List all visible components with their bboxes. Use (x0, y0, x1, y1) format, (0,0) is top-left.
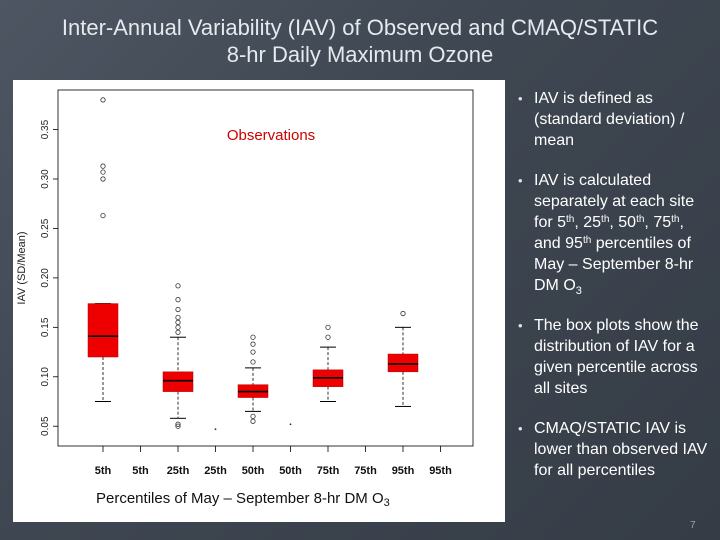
slide-title: Inter-Annual Variability (IAV) of Observ… (0, 14, 720, 68)
x-tick-label: 75th (354, 465, 377, 477)
y-tick-label: 0.15 (40, 317, 51, 337)
x-tick-label: 95th (429, 465, 452, 477)
x-tick-label: 50th (279, 465, 302, 477)
box-iqr (162, 371, 194, 392)
outlier-point (325, 334, 331, 340)
outlier-point (175, 283, 181, 289)
bullet-dot-icon: • (518, 91, 523, 106)
bullet-part: , 25 (574, 214, 602, 231)
box-plot-chart: 0.05 0.10 0.15 0.20 0.25 0.30 0.35 IAV (SD/Mean… (16, 89, 474, 477)
x-axis-caption: Percentiles of May – September 8-hr DM O… (96, 490, 456, 509)
bullet-text: IAV is calculated separately at each sit… (534, 172, 695, 297)
box-plot-panel: 0.05 0.10 0.15 0.20 0.25 0.30 0.35 IAV (SD/Mean… (13, 80, 505, 522)
bullet-item: • CMAQ/STATIC IAV is lower than observed… (512, 418, 712, 481)
outlier-point (175, 306, 181, 313)
x-tick-label: 25th (167, 465, 190, 477)
bullet-text: The box plots show the distribution of I… (534, 317, 699, 397)
outlier-point (100, 176, 106, 182)
y-tick-label: 0.05 (40, 416, 51, 436)
bullet-dot-icon: • (518, 318, 523, 333)
y-tick-label: 0.35 (40, 119, 51, 139)
outlier-point (250, 341, 256, 347)
bullet-item: • The box plots show the distribution of… (512, 315, 712, 399)
y-tick-label: 0.30 (40, 169, 51, 189)
x-tick-label: 50th (242, 465, 265, 477)
bullet-dot-icon: • (518, 421, 523, 436)
outlier-point (250, 413, 256, 419)
box-iqr (387, 353, 419, 373)
outlier-point (175, 297, 181, 303)
bullet-part: , 50 (609, 214, 637, 231)
title-line-2: 8-hr Daily Maximum Ozone (226, 42, 494, 67)
bullet-part: percentiles of May – September 8-hr DM O (534, 235, 694, 294)
outlier-point (100, 212, 106, 219)
x-caption-subscript: 3 (383, 497, 390, 509)
outlier-point (325, 324, 331, 330)
bullet-part: , 75 (644, 214, 672, 231)
plot-frame (57, 89, 474, 447)
bullet-text: CMAQ/STATIC IAV is lower than observed I… (534, 420, 708, 479)
bullet-text: IAV is defined as (standard deviation) /… (534, 90, 685, 149)
bullet-dot-icon: • (518, 173, 523, 188)
bullet-item: • IAV is defined as (standard deviation)… (512, 88, 712, 151)
x-tick-label: 5th (132, 465, 149, 477)
bullet-list: • IAV is defined as (standard deviation)… (512, 88, 712, 500)
y-axis-label: IAV (SD/Mean) (16, 231, 28, 304)
outlier-point (100, 163, 106, 169)
x-caption-text: Percentiles of May – September 8-hr DM O (96, 490, 384, 507)
x-tick-label: 75th (317, 465, 340, 477)
title-line-1: Inter-Annual Variability (IAV) of Observ… (61, 15, 659, 40)
stray-point (289, 423, 292, 426)
box-iqr (87, 303, 119, 358)
bullet-sup: th (566, 214, 575, 225)
y-tick-label: 0.25 (40, 218, 51, 238)
bullet-part: IAV is calculated separately at each sit… (534, 172, 695, 231)
bullet-sup: th (671, 214, 680, 225)
outlier-point (100, 169, 106, 175)
x-tick-label: 25th (204, 465, 227, 477)
page-number: 7 (690, 520, 696, 531)
outlier-point (250, 334, 256, 340)
outlier-point (250, 349, 256, 355)
outlier-point (175, 421, 181, 427)
bullet-sup: th (601, 214, 610, 225)
outlier-point (250, 418, 256, 424)
bullet-item: • IAV is calculated separately at each s… (512, 170, 712, 297)
outlier-point (175, 329, 181, 335)
y-tick-label: 0.10 (40, 367, 51, 387)
x-tick-label: 95th (392, 465, 415, 477)
y-tick-label: 0.20 (40, 268, 51, 288)
bullet-sup: th (582, 235, 592, 246)
outlier-point (400, 310, 406, 317)
bullet-sub: 3 (575, 285, 582, 297)
outlier-point (175, 423, 181, 429)
outlier-point (175, 319, 181, 325)
outlier-point (175, 324, 181, 330)
outlier-point (100, 97, 106, 103)
stray-point (214, 428, 217, 431)
outlier-point (250, 359, 256, 365)
x-tick-label: 5th (95, 465, 112, 477)
bullet-part: , and 95 (534, 214, 684, 252)
observations-annotation: Observations (227, 127, 315, 144)
outlier-point (175, 314, 181, 321)
bullet-sup: th (636, 214, 645, 225)
